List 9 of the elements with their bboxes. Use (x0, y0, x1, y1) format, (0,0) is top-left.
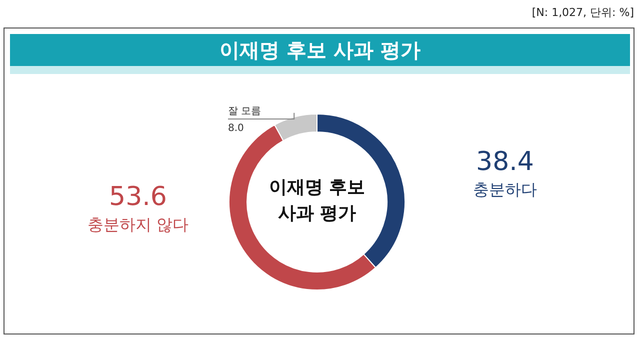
chart-title: 이재명 후보 사과 평가 (220, 38, 420, 62)
slice-label: 충분하다 (473, 180, 537, 199)
text: 이재명 후보 사과 평가 (268, 177, 366, 224)
text: [N: 1,027, 단위: %] (532, 6, 634, 19)
data-label: 53.6 (109, 182, 167, 212)
data-label: 8.0 (228, 123, 244, 134)
slice-label: 충분하지 않다 (87, 215, 189, 234)
slice-label: 잘 모름 (228, 106, 262, 117)
data-label: 38.4 (476, 147, 534, 177)
